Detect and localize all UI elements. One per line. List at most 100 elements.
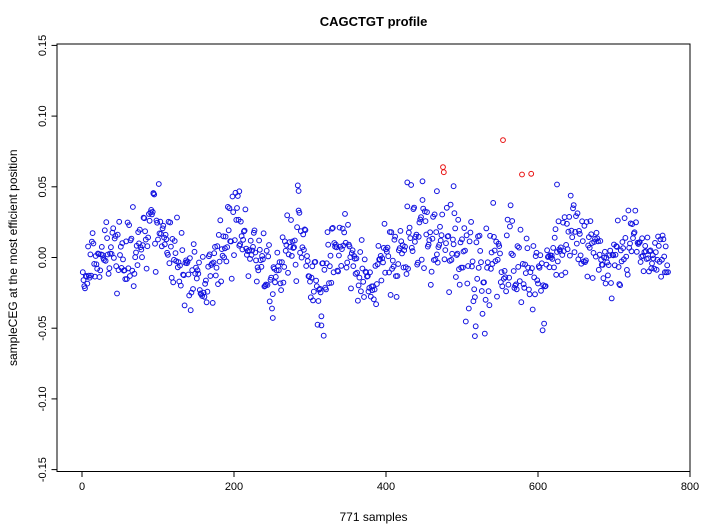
data-point bbox=[91, 261, 98, 267]
data-point bbox=[387, 292, 394, 298]
data-point bbox=[104, 235, 110, 242]
data-point bbox=[532, 291, 538, 298]
data-point bbox=[508, 250, 515, 257]
x-tick-label: 200 bbox=[225, 481, 243, 493]
data-point bbox=[390, 263, 397, 270]
data-point bbox=[422, 218, 429, 225]
data-point bbox=[312, 259, 319, 265]
data-point bbox=[567, 252, 573, 259]
data-point bbox=[159, 225, 166, 232]
data-point bbox=[450, 236, 456, 243]
data-point bbox=[226, 205, 233, 212]
data-point bbox=[382, 269, 389, 276]
data-point bbox=[363, 269, 370, 276]
data-point bbox=[356, 274, 363, 281]
data-point bbox=[84, 280, 91, 287]
data-point bbox=[294, 224, 301, 231]
data-point bbox=[461, 225, 468, 232]
y-tick-label: -0.10 bbox=[37, 386, 49, 411]
data-point bbox=[225, 204, 231, 210]
data-point bbox=[428, 268, 435, 275]
data-point bbox=[535, 280, 541, 287]
data-point bbox=[477, 248, 484, 254]
data-point bbox=[179, 247, 186, 254]
data-point bbox=[494, 256, 501, 263]
data-point bbox=[624, 267, 630, 273]
data-point bbox=[534, 277, 541, 284]
data-point bbox=[605, 272, 611, 279]
data-point bbox=[408, 182, 415, 188]
data-point bbox=[561, 214, 568, 221]
data-point-highlight bbox=[440, 169, 447, 176]
data-point bbox=[597, 238, 604, 244]
data-point bbox=[155, 236, 161, 243]
data-point bbox=[450, 241, 457, 248]
data-point bbox=[441, 256, 448, 263]
data-point bbox=[303, 263, 310, 269]
data-point bbox=[131, 270, 138, 277]
data-point bbox=[256, 237, 263, 244]
data-point bbox=[403, 271, 410, 277]
data-point bbox=[411, 204, 418, 211]
data-point bbox=[546, 264, 553, 271]
data-point bbox=[101, 227, 108, 234]
data-point bbox=[143, 265, 150, 272]
data-point bbox=[633, 219, 639, 226]
data-point bbox=[132, 254, 139, 261]
data-point bbox=[217, 217, 224, 224]
data-point bbox=[133, 249, 139, 256]
data-point bbox=[117, 243, 124, 250]
data-point bbox=[323, 260, 330, 267]
data-point bbox=[229, 193, 236, 200]
data-point bbox=[623, 253, 630, 260]
data-point bbox=[416, 219, 423, 226]
data-point bbox=[637, 259, 644, 265]
data-point bbox=[406, 224, 413, 231]
data-point bbox=[404, 203, 411, 210]
chart-title: CAGCTGT profile bbox=[320, 14, 428, 29]
data-point bbox=[600, 275, 607, 282]
data-point bbox=[223, 258, 230, 265]
data-point bbox=[251, 227, 258, 234]
data-point bbox=[393, 294, 400, 300]
data-point bbox=[216, 258, 223, 265]
data-point bbox=[79, 269, 86, 276]
data-point bbox=[614, 244, 620, 250]
data-point bbox=[624, 271, 631, 278]
data-point bbox=[468, 219, 475, 225]
data-point bbox=[445, 233, 452, 239]
data-point bbox=[301, 226, 308, 233]
data-point bbox=[238, 233, 245, 240]
data-point bbox=[358, 237, 365, 243]
data-point bbox=[247, 237, 254, 244]
data-point bbox=[504, 216, 511, 223]
data-point bbox=[288, 217, 294, 223]
data-point bbox=[293, 278, 300, 285]
data-point bbox=[633, 248, 640, 255]
data-point bbox=[250, 229, 257, 236]
data-point bbox=[108, 244, 114, 251]
data-point bbox=[361, 256, 368, 263]
data-point bbox=[489, 261, 496, 267]
data-point bbox=[424, 209, 430, 216]
data-point bbox=[520, 281, 527, 288]
data-point bbox=[239, 246, 246, 253]
data-point bbox=[402, 243, 408, 250]
data-point bbox=[523, 235, 530, 242]
data-point bbox=[401, 247, 408, 254]
x-tick-label: 400 bbox=[377, 481, 395, 493]
data-point bbox=[551, 234, 558, 241]
data-point bbox=[281, 264, 288, 270]
data-point bbox=[314, 321, 321, 328]
data-point bbox=[318, 313, 325, 320]
data-point bbox=[522, 261, 528, 268]
data-point bbox=[439, 211, 446, 218]
data-point bbox=[479, 310, 486, 317]
data-point bbox=[203, 299, 210, 306]
data-point bbox=[348, 285, 354, 292]
data-point bbox=[659, 232, 666, 239]
data-point-highlight bbox=[519, 171, 525, 178]
data-point bbox=[151, 191, 158, 198]
data-point bbox=[628, 248, 635, 255]
